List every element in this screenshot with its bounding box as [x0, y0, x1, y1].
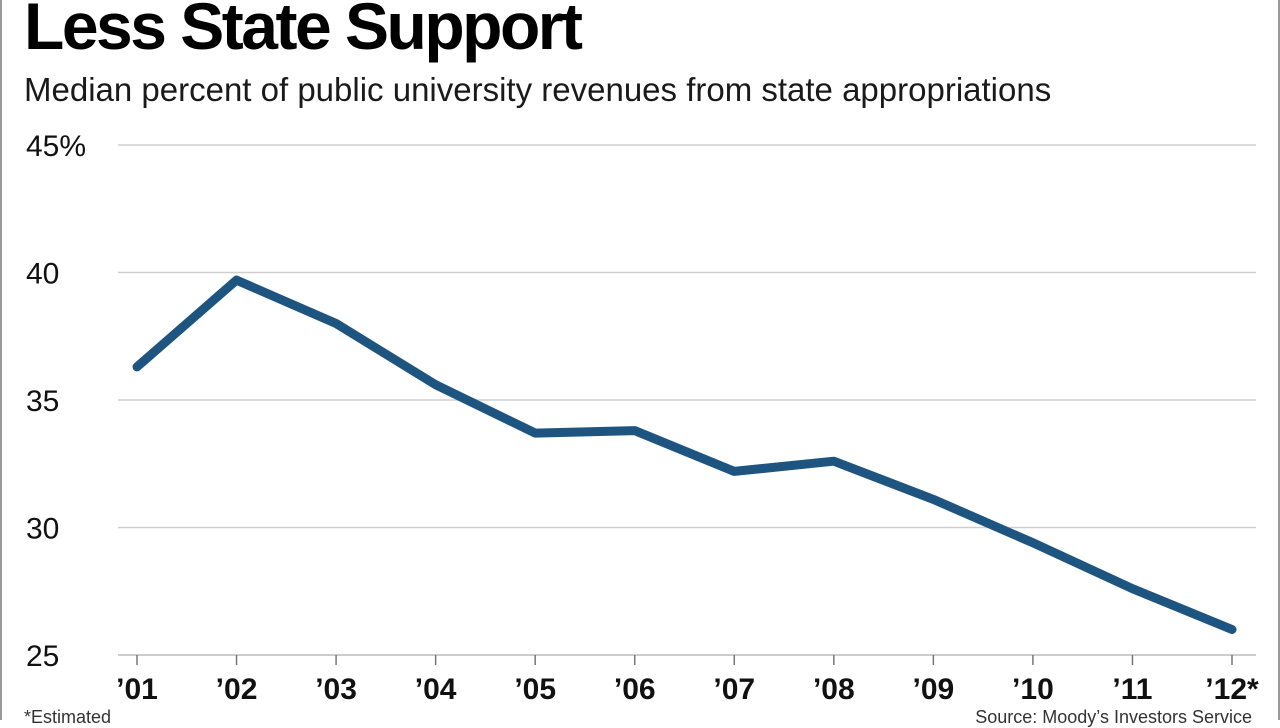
y-tick-label: 40 [26, 258, 59, 291]
source-credit: Source: Moody’s Investors Service [975, 707, 1252, 727]
x-tick-label: ’02 [216, 673, 258, 706]
footnote-estimated: *Estimated [24, 707, 112, 727]
chart-title: Less State Support [24, 0, 583, 63]
x-tick-label: ’04 [415, 673, 457, 706]
gridlines [118, 144, 1256, 656]
y-tick-label: 35 [26, 385, 59, 418]
x-tick-label: ’05 [514, 673, 556, 706]
y-tick-label: 30 [26, 513, 59, 546]
x-tick-label: ’03 [315, 673, 357, 706]
y-tick-label: 45% [26, 130, 86, 163]
x-tick-label: ’09 [913, 673, 955, 706]
chart-subtitle: Median percent of public university reve… [24, 71, 1052, 108]
y-tick-label: 25 [26, 640, 59, 673]
x-tick-label: ’01 [116, 673, 158, 706]
x-tick-label: ’07 [713, 673, 755, 706]
series-line [132, 275, 1237, 634]
x-tick-label: ’12* [1205, 673, 1259, 706]
x-axis-ticks: ’01 ’02 ’03 ’04 ’05 ’06 ’07 ’08 ’09 ’10 ’11 ’12* [116, 655, 1259, 706]
x-tick-label: ’11 [1112, 673, 1152, 706]
x-tick-label: ’06 [614, 673, 656, 706]
y-axis-ticks: 45% 40 35 30 25 [26, 130, 86, 673]
x-tick-label: ’10 [1012, 673, 1054, 706]
x-tick-label: ’08 [813, 673, 855, 706]
